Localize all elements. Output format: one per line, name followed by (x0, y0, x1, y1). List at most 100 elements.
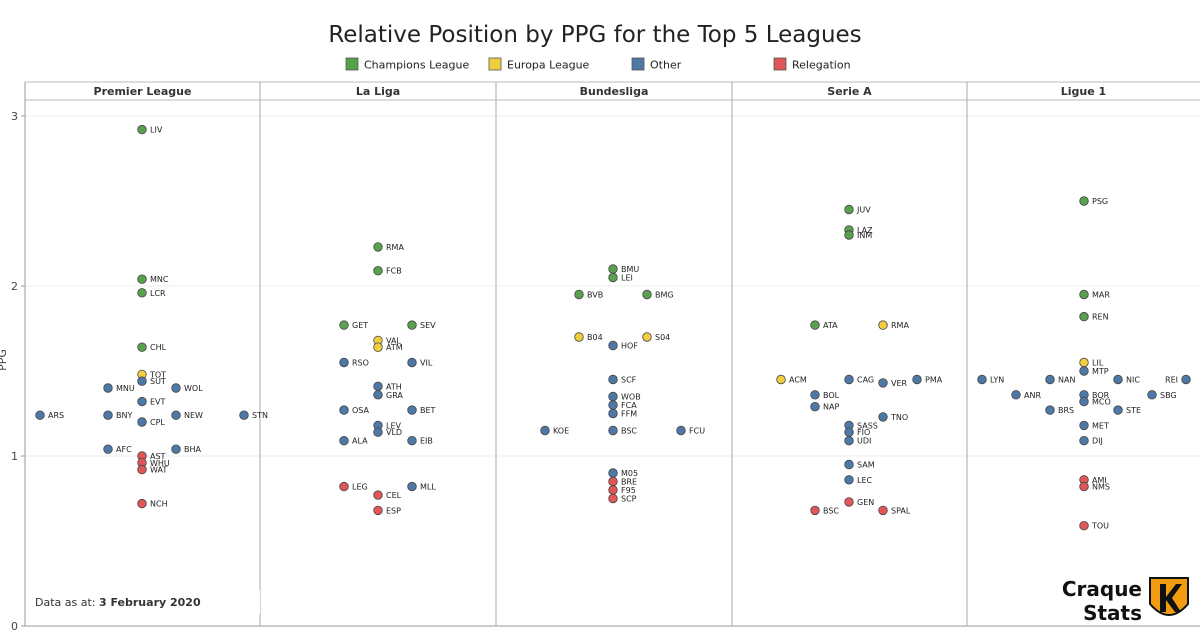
point-marker (878, 505, 888, 516)
point-label: NEW (184, 411, 203, 420)
point-marker (844, 204, 854, 215)
point-marker (878, 320, 888, 330)
legend-item-relegation: Relegation (773, 57, 851, 72)
point-label: LYN (990, 376, 1004, 385)
legend-swatch (488, 57, 502, 71)
point-label: BSC (823, 506, 839, 515)
plot-frame (24, 81, 1200, 627)
point-marker (137, 396, 147, 407)
point-label: FCA (621, 401, 637, 410)
point-sbg: SBG (1147, 390, 1177, 400)
legend-swatch (631, 57, 645, 71)
point-marker (1079, 481, 1089, 492)
note-text: Data as at: 3 February 2020 (35, 596, 201, 609)
point-label: MNU (116, 384, 135, 393)
point-marker (844, 230, 854, 240)
point-label: SEV (420, 321, 436, 330)
point-spal: SPAL (878, 505, 911, 516)
point-marker (407, 436, 417, 446)
point-label: CAG (857, 376, 874, 385)
point-marker (608, 374, 618, 385)
point-scf: SCF (608, 374, 637, 385)
point-marker (137, 376, 147, 386)
point-gen: GEN (844, 497, 874, 507)
point-marker (103, 383, 113, 393)
point-get: GET (339, 320, 368, 330)
point-evt: EVT (137, 396, 166, 407)
point-label: ESP (386, 506, 401, 515)
point-bsc: BSC (608, 425, 637, 436)
point-marker (373, 242, 383, 252)
point-marker (373, 490, 383, 500)
point-label: SASS (857, 421, 878, 430)
point-marker (608, 425, 618, 436)
point-label: M05 (621, 469, 638, 478)
point-marker (844, 427, 854, 437)
point-label: BMU (621, 265, 639, 274)
point-mco: MCO (1079, 396, 1111, 407)
point-label: BOR (1092, 391, 1110, 400)
point-cag: CAG (844, 374, 874, 385)
point-leg: LEG (339, 481, 368, 492)
point-bol: BOL (810, 390, 840, 400)
point-ala: ALA (339, 436, 368, 446)
point-marker (171, 383, 181, 393)
point-label: BNY (116, 411, 132, 420)
point-gra: GRA (373, 390, 403, 400)
point-label: FCU (689, 427, 705, 436)
point-marker (1011, 390, 1021, 400)
point-marker (339, 436, 349, 446)
point-marker (35, 410, 45, 420)
point-cpl: CPL (137, 417, 165, 427)
point-marker (608, 493, 618, 504)
point-label: JUV (856, 206, 871, 215)
point-fcb: FCB (373, 266, 402, 276)
legend-label: Europa League (507, 59, 590, 72)
point-label: LAZ (857, 226, 873, 235)
legend-label: Other (650, 59, 682, 72)
point-marker (810, 390, 820, 400)
point-label: AFC (116, 445, 132, 454)
legend-swatch (345, 57, 359, 71)
point-label: SPAL (891, 506, 911, 515)
point-esp: ESP (373, 505, 401, 515)
point-ath: ATH (373, 381, 402, 391)
point-inm: INM (844, 230, 872, 240)
point-label: SBG (1160, 391, 1177, 400)
point-label: FIO (857, 428, 870, 437)
point-rei: REI (1165, 374, 1191, 385)
logo-line-1: Craque (1062, 577, 1142, 601)
point-marker (373, 342, 383, 352)
point-marker (239, 410, 249, 420)
point-marker (1079, 521, 1089, 531)
point-rso: RSO (339, 357, 369, 368)
point-label: WOB (621, 393, 641, 402)
point-atm: ATM (373, 342, 403, 352)
point-bmg: BMG (642, 289, 674, 300)
point-udi: UDI (844, 436, 871, 446)
point-marker (608, 408, 618, 419)
point-label: CEL (386, 491, 402, 500)
point-label: STN (252, 411, 268, 420)
point-marker (137, 274, 147, 284)
point-bha: BHA (171, 444, 202, 454)
point-label: BHA (184, 445, 202, 454)
point-marker (373, 266, 383, 276)
point-label: UDI (857, 437, 871, 446)
point-nch: NCH (137, 498, 168, 509)
point-label: NMS (1092, 483, 1110, 492)
point-marker (103, 410, 113, 420)
point-liv: LIV (137, 124, 163, 135)
point-marker (103, 444, 113, 454)
point-marker (137, 417, 147, 427)
point-label: NIC (1126, 376, 1140, 385)
point-rma: RMA (373, 242, 404, 252)
point-anr: ANR (1011, 390, 1041, 400)
point-label: DIJ (1092, 437, 1103, 446)
point-fcu: FCU (676, 425, 705, 436)
panel-title: La Liga (356, 85, 400, 98)
point-label: LEV (386, 421, 402, 430)
